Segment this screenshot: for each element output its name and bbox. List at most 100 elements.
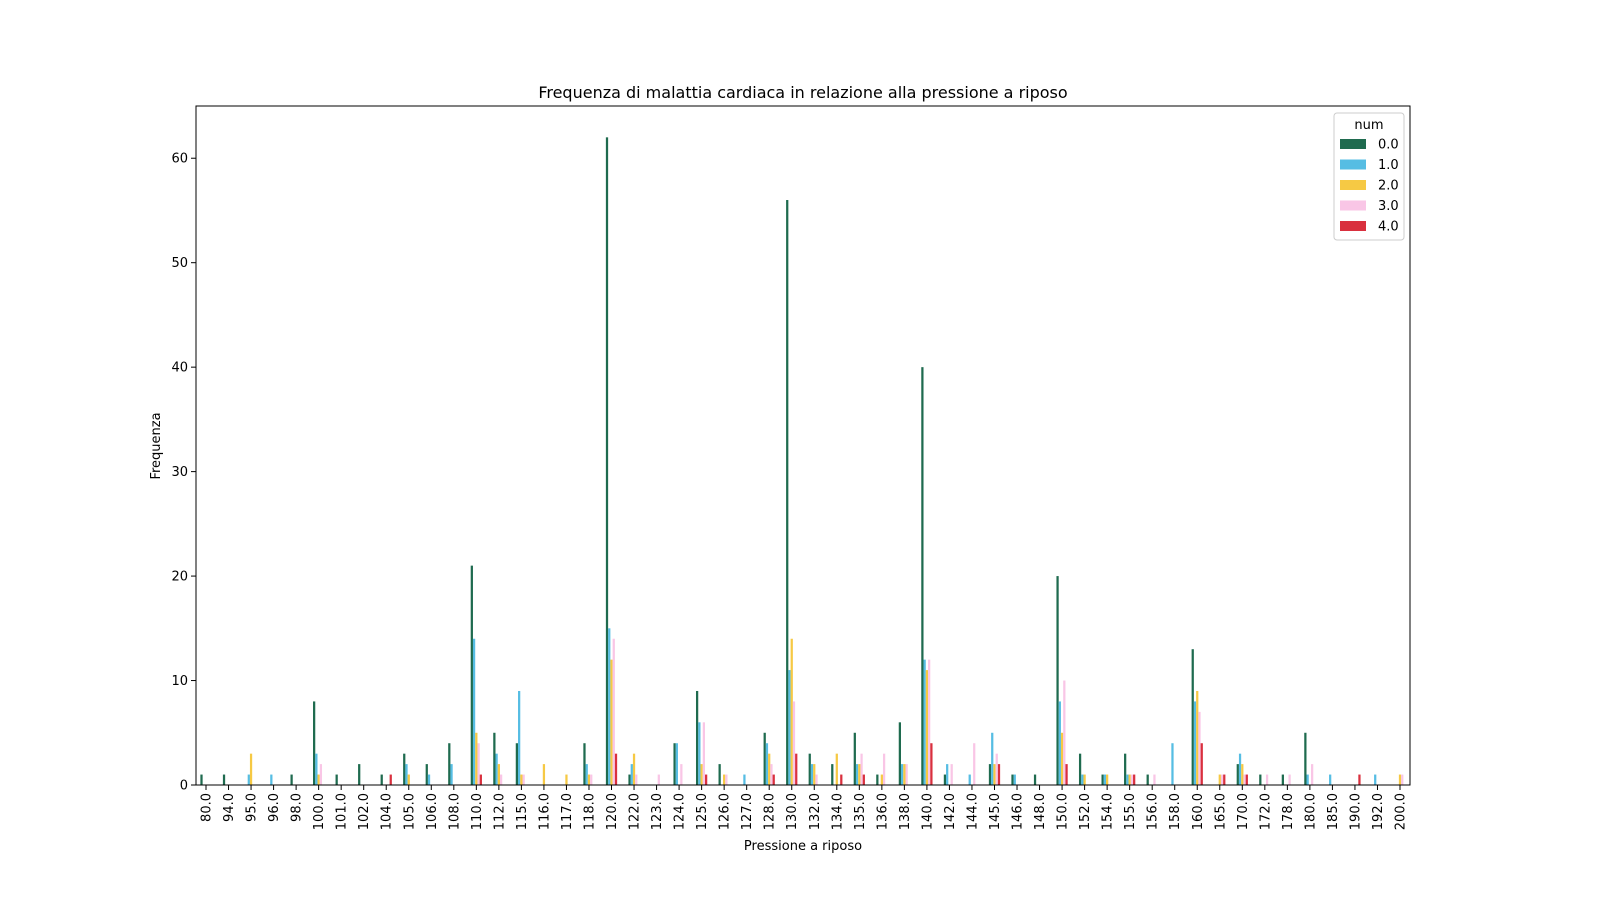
bar-125.0-series-1.0	[698, 722, 701, 785]
bar-100.0-series-1.0	[315, 753, 318, 785]
y-tick-label: 0	[180, 779, 188, 794]
bar-105.0-series-0.0	[403, 753, 406, 785]
y-axis: 0 10 20 30 40 50 60	[171, 152, 196, 794]
bar-118.0-series-3.0	[590, 774, 593, 785]
legend-label-0.0: 0.0	[1378, 138, 1399, 153]
x-tick-label: 146.0	[1011, 793, 1026, 830]
bar-185.0-series-1.0	[1329, 774, 1332, 785]
bar-152.0-series-0.0	[1078, 753, 1082, 785]
bar-145.0-series-1.0	[991, 732, 994, 785]
bar-117.0-series-2.0	[565, 774, 568, 785]
bar-155.0-series-2.0	[1128, 774, 1131, 785]
x-tick-label: 158.0	[1168, 793, 1183, 830]
bar-150.0-series-4.0	[1065, 764, 1068, 785]
bar-130.0-series-2.0	[790, 638, 793, 785]
bar-172.0-series-0.0	[1259, 774, 1262, 785]
bar-136.0-series-3.0	[882, 753, 886, 785]
bar-125.0-series-2.0	[700, 764, 703, 785]
bar-124.0-series-0.0	[673, 743, 676, 785]
x-tick-label: 180.0	[1303, 793, 1318, 830]
bar-120.0-series-3.0	[612, 638, 615, 785]
bar-128.0-series-3.0	[770, 764, 773, 785]
bar-128.0-series-1.0	[765, 743, 769, 785]
bar-145.0-series-0.0	[988, 764, 992, 785]
x-tick-label: 155.0	[1123, 793, 1138, 830]
bar-170.0-series-3.0	[1243, 774, 1246, 785]
bar-150.0-series-2.0	[1060, 732, 1064, 785]
legend-label-3.0: 3.0	[1378, 199, 1399, 214]
bar-156.0-series-3.0	[1153, 774, 1156, 785]
x-tick-label: 100.0	[312, 793, 327, 830]
x-tick-label: 108.0	[447, 793, 462, 830]
bar-94.0-series-0.0	[222, 774, 226, 785]
x-tick-label: 127.0	[740, 793, 755, 830]
x-tick-label: 178.0	[1281, 793, 1296, 830]
x-axis-label: Pressione a riposo	[744, 839, 862, 854]
x-tick-label: 118.0	[582, 793, 597, 830]
bar-115.0-series-3.0	[522, 774, 525, 785]
y-tick-label: 20	[171, 570, 188, 585]
bar-154.0-series-2.0	[1106, 774, 1109, 785]
bar-110.0-series-3.0	[477, 743, 480, 785]
bar-135.0-series-1.0	[855, 764, 859, 785]
bar-104.0-series-0.0	[380, 774, 383, 785]
bar-132.0-series-2.0	[813, 764, 816, 785]
bar-138.0-series-0.0	[898, 722, 901, 785]
bar-135.0-series-0.0	[853, 732, 856, 785]
bar-132.0-series-3.0	[815, 774, 818, 785]
bar-101.0-series-0.0	[335, 774, 338, 785]
bar-126.0-series-0.0	[718, 764, 721, 785]
x-tick-label: 132.0	[808, 793, 823, 830]
bar-106.0-series-1.0	[427, 774, 431, 785]
bar-110.0-series-4.0	[479, 774, 482, 785]
bar-112.0-series-1.0	[495, 753, 498, 785]
x-tick-label: 150.0	[1056, 793, 1071, 830]
x-tick-label: 80.0	[200, 793, 215, 822]
x-tick-label: 190.0	[1348, 793, 1363, 830]
bar-136.0-series-2.0	[880, 774, 883, 785]
bar-154.0-series-0.0	[1101, 774, 1104, 785]
x-tick-label: 142.0	[943, 793, 958, 830]
bar-155.0-series-3.0	[1130, 774, 1134, 785]
bar-146.0-series-0.0	[1011, 774, 1014, 785]
bar-160.0-series-0.0	[1191, 649, 1194, 785]
legend-swatch-3.0	[1340, 200, 1366, 211]
bar-126.0-series-2.0	[723, 774, 726, 785]
x-tick-label: 160.0	[1191, 793, 1206, 830]
y-tick-label: 40	[171, 361, 188, 376]
bar-123.0-series-3.0	[657, 774, 660, 785]
bar-116.0-series-2.0	[542, 764, 546, 785]
bar-140.0-series-0.0	[921, 367, 924, 785]
bar-124.0-series-1.0	[675, 743, 678, 785]
bar-144.0-series-1.0	[968, 774, 971, 785]
bar-95.0-series-1.0	[247, 774, 250, 785]
x-tick-label: 106.0	[425, 793, 440, 830]
bar-100.0-series-3.0	[319, 764, 323, 785]
bar-144.0-series-3.0	[973, 743, 976, 785]
bar-142.0-series-3.0	[950, 764, 953, 785]
bar-155.0-series-4.0	[1133, 774, 1136, 785]
legend-label-1.0: 1.0	[1378, 158, 1399, 173]
bar-146.0-series-1.0	[1013, 774, 1016, 785]
bar-132.0-series-0.0	[808, 753, 811, 785]
plot-area-frame	[195, 105, 1411, 786]
bar-112.0-series-3.0	[499, 774, 503, 785]
bar-160.0-series-3.0	[1198, 711, 1201, 785]
bar-115.0-series-1.0	[518, 690, 521, 785]
bar-125.0-series-4.0	[705, 774, 708, 785]
bar-105.0-series-2.0	[407, 774, 410, 785]
bar-170.0-series-0.0	[1236, 764, 1239, 785]
legend-swatch-4.0	[1340, 221, 1366, 231]
bar-165.0-series-2.0	[1218, 774, 1221, 785]
x-tick-label: 185.0	[1326, 793, 1341, 830]
x-tick-label: 115.0	[515, 793, 530, 830]
bar-155.0-series-0.0	[1124, 753, 1127, 785]
bar-170.0-series-2.0	[1241, 764, 1244, 785]
bar-130.0-series-1.0	[788, 670, 791, 785]
x-tick-label: 125.0	[695, 793, 710, 830]
bar-140.0-series-3.0	[928, 659, 931, 785]
bar-118.0-series-0.0	[583, 743, 586, 785]
bar-142.0-series-0.0	[943, 774, 947, 785]
